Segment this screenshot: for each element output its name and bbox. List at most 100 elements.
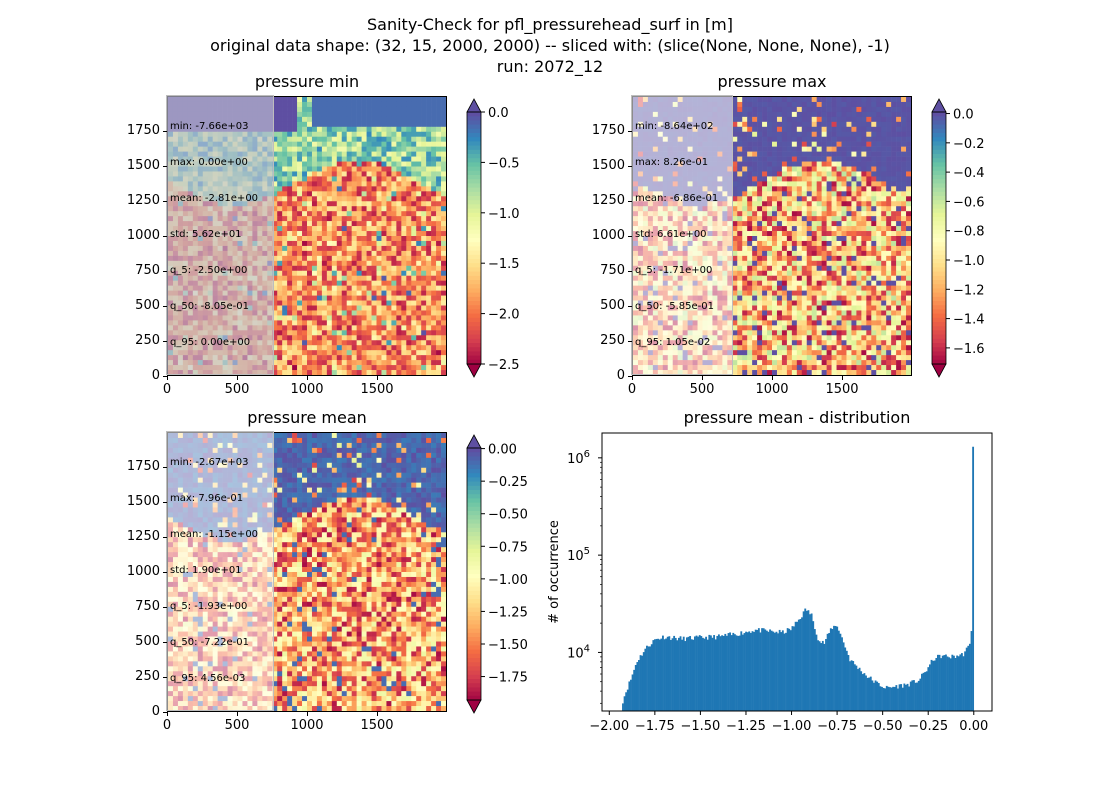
heatmap-cell [841,211,847,217]
heatmap-cell [851,141,857,147]
heatmap-cell [297,196,303,202]
heatmap-cell [831,206,837,212]
heatmap-cell [336,280,343,286]
heatmap-cell [331,161,338,167]
heatmap-cell [311,250,318,257]
heatmap-cell [752,171,758,177]
heatmap-cell [436,166,442,172]
heatmap-cell [786,236,793,242]
heatmap-cell [406,181,412,187]
heatmap-cell [376,250,382,257]
heatmap-cell [331,270,338,277]
heatmap-cell [896,191,902,197]
heatmap-cell [762,216,768,222]
heatmap-cell [737,166,743,172]
heatmap-cell [292,221,298,227]
heatmap-cell [421,106,427,113]
heatmap-cell [441,265,446,272]
heatmap-cell [436,106,442,113]
heatmap-cell [906,226,911,232]
heatmap-cell [311,340,318,346]
heatmap-cell [302,171,308,177]
heatmap-cell [421,171,427,177]
heatmap-cell [762,231,768,237]
heatmap-cell [277,300,283,306]
heatmap-cell [776,111,783,118]
heatmap-cell [762,97,768,103]
heatmap-cell [811,166,817,172]
heatmap-cell [346,116,352,123]
heatmap-cell [316,171,323,177]
heatmap-cell [772,201,778,207]
heatmap-cell [441,201,446,207]
heatmap-cell [292,360,298,366]
heatmap-cell [302,300,308,306]
heatmap-cell [297,141,303,147]
heatmap-cell [282,191,288,197]
heatmap-cell [737,240,743,247]
heatmap-cell [341,101,348,108]
heatmap-cell [326,226,333,232]
heatmap-cell [336,300,343,306]
heatmap-cell [321,295,328,301]
heatmap-cell [436,216,442,222]
heatmap-cell [781,171,788,177]
heatmap-cell [346,106,352,113]
heatmap-cell [732,161,738,167]
heatmap-cell [386,191,392,197]
heatmap-cell [441,260,446,267]
heatmap-cell [356,240,362,247]
heatmap-cell [381,275,387,281]
heatmap-cell [316,116,323,123]
heatmap-cell [426,270,432,277]
heatmap-cell [406,365,412,371]
heatmap-cell [366,101,372,108]
heatmap-cell [811,211,817,217]
heatmap-cell [307,236,313,242]
heatmap-cell [356,360,362,366]
heatmap-cell [752,226,758,232]
heatmap-cell [752,221,758,227]
heatmap-cell [851,97,857,103]
heatmap-cell [791,216,798,222]
heatmap-cell [297,365,303,371]
heatmap-cell [786,97,793,103]
heatmap-cell [776,196,783,202]
heatmap-cell [891,245,897,252]
heatmap-cell [841,216,847,222]
heatmap-cell [272,236,278,242]
heatmap-cell [441,126,446,133]
heatmap-cell [376,350,382,356]
heatmap-cell [776,126,783,133]
heatmap-cell [391,285,397,291]
heatmap-cell [351,275,357,281]
heatmap-cell [326,340,333,346]
heatmap-cell [732,196,738,202]
heatmap-cell [386,265,392,272]
heatmap-cell [401,211,407,217]
heatmap-cell [831,201,837,207]
colorbar-segment [467,284,481,289]
heatmap-cell [307,310,313,316]
heatmap-cell [752,151,758,157]
heatmap-cell [336,255,343,262]
heatmap-cell [426,265,432,272]
heatmap-cell [401,236,407,242]
heatmap-cell [381,196,387,202]
heatmap-cell [287,156,293,162]
heatmap-cell [811,161,817,167]
heatmap-cell [836,240,842,247]
heatmap-cell [386,340,392,346]
heatmap-cell [876,171,882,177]
heatmap-cell [356,265,362,272]
heatmap-cell [361,245,367,252]
heatmap-cell [351,310,357,316]
heatmap-cell [401,97,407,103]
heatmap-cell [321,335,328,341]
heatmap-cell [287,365,293,371]
heatmap-cell [816,106,822,113]
heatmap-cell [871,181,877,187]
heatmap-cell [831,136,837,142]
heatmap-cell [901,101,907,108]
heatmap-cell [891,146,897,152]
